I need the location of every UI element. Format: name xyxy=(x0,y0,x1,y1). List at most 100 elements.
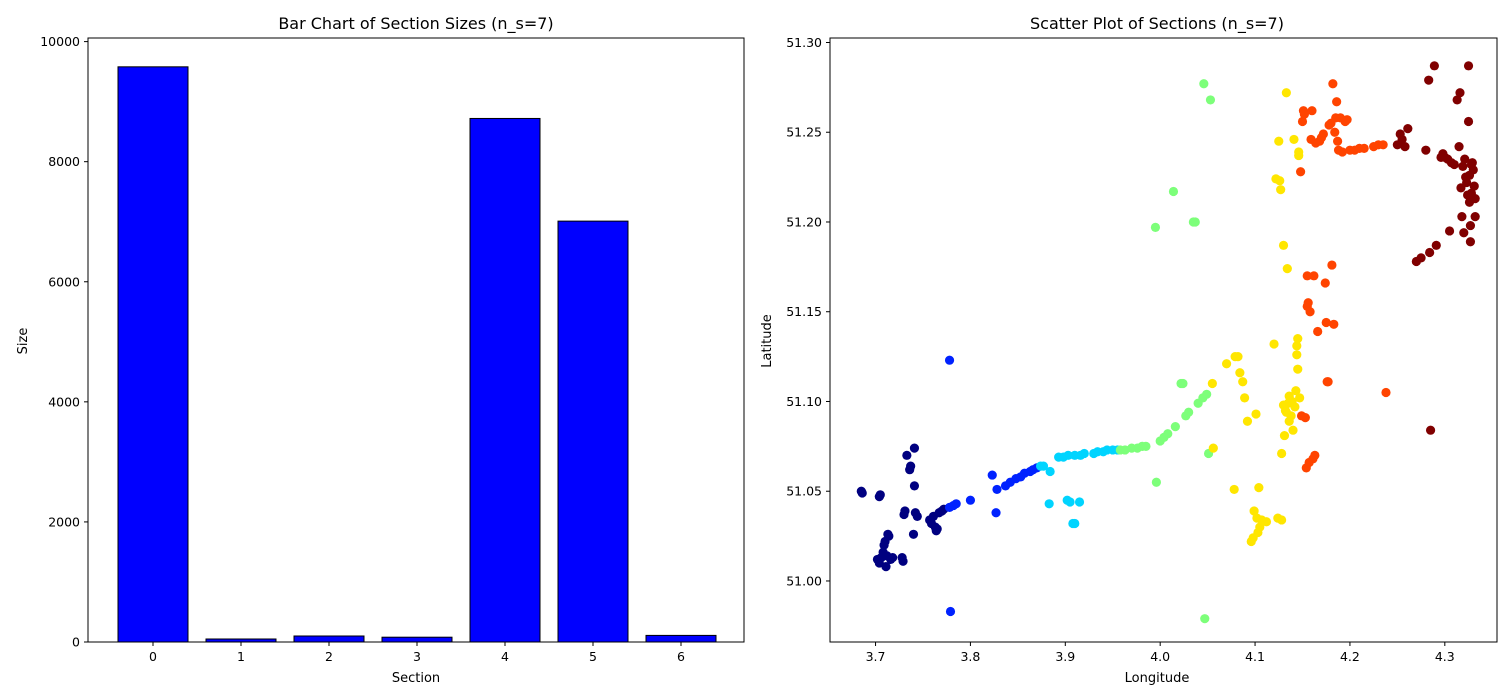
bar-chart-plot-frame xyxy=(87,37,745,643)
scatter-point-section-5 xyxy=(1297,116,1308,127)
scatter-point-section-1 xyxy=(987,470,997,480)
scatter-point-section-5 xyxy=(1296,167,1306,177)
scatter-point-section-5 xyxy=(1302,271,1312,281)
scatter-point-section-6 xyxy=(1397,134,1407,145)
bar-chart-ticks: 0 1 2 3 4 5 6 0 2000 4000 6000 8000 10000 xyxy=(40,34,685,664)
scatter-y-tick-label: 51.10 xyxy=(786,394,822,409)
bar-y-tick-label: 6000 xyxy=(48,274,80,289)
scatter-point-section-3 xyxy=(1141,441,1151,451)
scatter-point-section-6 xyxy=(1444,226,1455,236)
scatter-point-section-4 xyxy=(1278,400,1289,410)
scatter-point-section-6 xyxy=(1459,228,1469,238)
scatter-point-section-5 xyxy=(1310,450,1320,460)
scatter-point-section-4 xyxy=(1251,409,1261,419)
scatter-x-tick-label: 3.8 xyxy=(960,649,980,664)
scatter-point-section-6 xyxy=(1460,154,1470,164)
scatter-point-section-3 xyxy=(1205,95,1216,105)
scatter-point-section-6 xyxy=(1465,220,1476,231)
scatter-point-section-6 xyxy=(1464,170,1475,180)
scatter-point-section-2 xyxy=(1038,461,1049,471)
scatter-point-section-6 xyxy=(1467,158,1477,168)
scatter-point-section-5 xyxy=(1328,79,1338,89)
scatter-point-section-6 xyxy=(1465,237,1476,247)
scatter-point-section-4 xyxy=(1269,339,1279,349)
scatter-point-section-2 xyxy=(1044,499,1054,509)
scatter-point-section-6 xyxy=(1421,145,1431,155)
scatter-point-section-3 xyxy=(1184,407,1194,417)
scatter-point-section-4 xyxy=(1229,484,1239,495)
scatter-point-section-6 xyxy=(1431,240,1441,250)
scatter-point-section-5 xyxy=(1309,271,1319,281)
scatter-point-section-5 xyxy=(1305,307,1315,317)
bar-0 xyxy=(117,66,189,643)
scatter-point-section-2 xyxy=(1065,497,1075,507)
scatter-point-section-5 xyxy=(1318,129,1328,139)
scatter-x-tick-label: 4.1 xyxy=(1245,649,1265,664)
scatter-point-section-4 xyxy=(1294,150,1304,161)
bar-y-tick-label: 4000 xyxy=(48,394,80,409)
scatter-plot-x-axis-label: Longitude xyxy=(1125,671,1190,686)
bar-chart-bars xyxy=(117,66,717,643)
scatter-point-section-2 xyxy=(1063,450,1073,460)
scatter-point-section-4 xyxy=(1208,443,1218,453)
bar-y-tick-label: 8000 xyxy=(48,154,80,169)
scatter-point-section-1 xyxy=(992,484,1002,495)
bar-chart-y-axis-label: Size xyxy=(16,328,31,355)
scatter-x-tick-label: 3.9 xyxy=(1055,649,1075,664)
scatter-y-tick-label: 51.00 xyxy=(786,573,822,588)
scatter-y-tick-label: 51.25 xyxy=(786,125,822,140)
scatter-plot-ticks: 3.7 3.8 3.9 4.0 4.1 4.2 4.3 51.00 51.05 51.10 51.1… xyxy=(786,35,1455,664)
scatter-point-section-0 xyxy=(912,511,922,521)
scatter-point-section-0 xyxy=(932,524,942,534)
scatter-point-section-0 xyxy=(898,556,908,566)
scatter-point-section-4 xyxy=(1276,185,1286,195)
scatter-point-section-6 xyxy=(1463,116,1474,127)
scatter-point-section-5 xyxy=(1359,143,1369,153)
scatter-point-section-4 xyxy=(1274,136,1284,146)
scatter-plot-panel: Scatter Plot of Sections (n_s=7) Longitu… xyxy=(760,14,1498,686)
scatter-y-tick-label: 51.30 xyxy=(786,35,822,50)
scatter-point-section-0 xyxy=(857,488,867,498)
scatter-point-section-3 xyxy=(1202,389,1212,399)
scatter-point-section-4 xyxy=(1281,407,1291,417)
scatter-point-section-4 xyxy=(1221,359,1232,369)
bar-x-tick-label: 2 xyxy=(325,649,333,664)
scatter-point-section-6 xyxy=(1457,211,1467,222)
scatter-point-section-5 xyxy=(1381,387,1391,398)
scatter-point-section-4 xyxy=(1261,517,1272,527)
scatter-point-section-4 xyxy=(1233,352,1243,362)
scatter-point-section-4 xyxy=(1275,176,1285,186)
scatter-point-section-5 xyxy=(1330,127,1340,137)
scatter-point-section-5 xyxy=(1320,278,1330,288)
scatter-point-section-4 xyxy=(1242,416,1253,426)
scatter-point-section-3 xyxy=(1178,378,1188,389)
scatter-x-tick-label: 4.2 xyxy=(1340,649,1360,664)
scatter-point-section-5 xyxy=(1327,260,1337,270)
scatter-point-section-6 xyxy=(1425,425,1436,435)
scatter-point-section-0 xyxy=(881,562,891,572)
bar-chart-panel: Bar Chart of Section Sizes (n_s=7) Secti… xyxy=(16,14,745,686)
scatter-point-section-3 xyxy=(1199,79,1209,89)
scatter-point-section-1 xyxy=(944,355,955,365)
scatter-point-section-6 xyxy=(1454,141,1464,152)
scatter-point-section-6 xyxy=(1425,247,1435,258)
bar-6 xyxy=(645,634,717,643)
scatter-point-section-5 xyxy=(1323,377,1333,387)
bar-x-tick-label: 6 xyxy=(677,649,685,664)
scatter-point-section-6 xyxy=(1416,253,1426,263)
scatter-plot-y-axis-label: Latitude xyxy=(760,314,775,368)
scatter-point-section-1 xyxy=(991,508,1001,518)
scatter-point-section-4 xyxy=(1249,506,1259,516)
scatter-point-section-4 xyxy=(1254,483,1264,493)
bar-y-tick-label: 2000 xyxy=(48,514,80,529)
scatter-point-section-2 xyxy=(1074,497,1085,507)
scatter-point-section-4 xyxy=(1288,425,1298,435)
scatter-point-section-3 xyxy=(1151,477,1161,487)
scatter-point-section-3 xyxy=(1170,422,1180,432)
scatter-point-section-6 xyxy=(1403,124,1413,134)
scatter-point-section-6 xyxy=(1429,61,1439,71)
scatter-point-section-5 xyxy=(1299,109,1309,119)
scatter-point-section-4 xyxy=(1277,448,1287,459)
scatter-point-section-4 xyxy=(1278,240,1289,250)
